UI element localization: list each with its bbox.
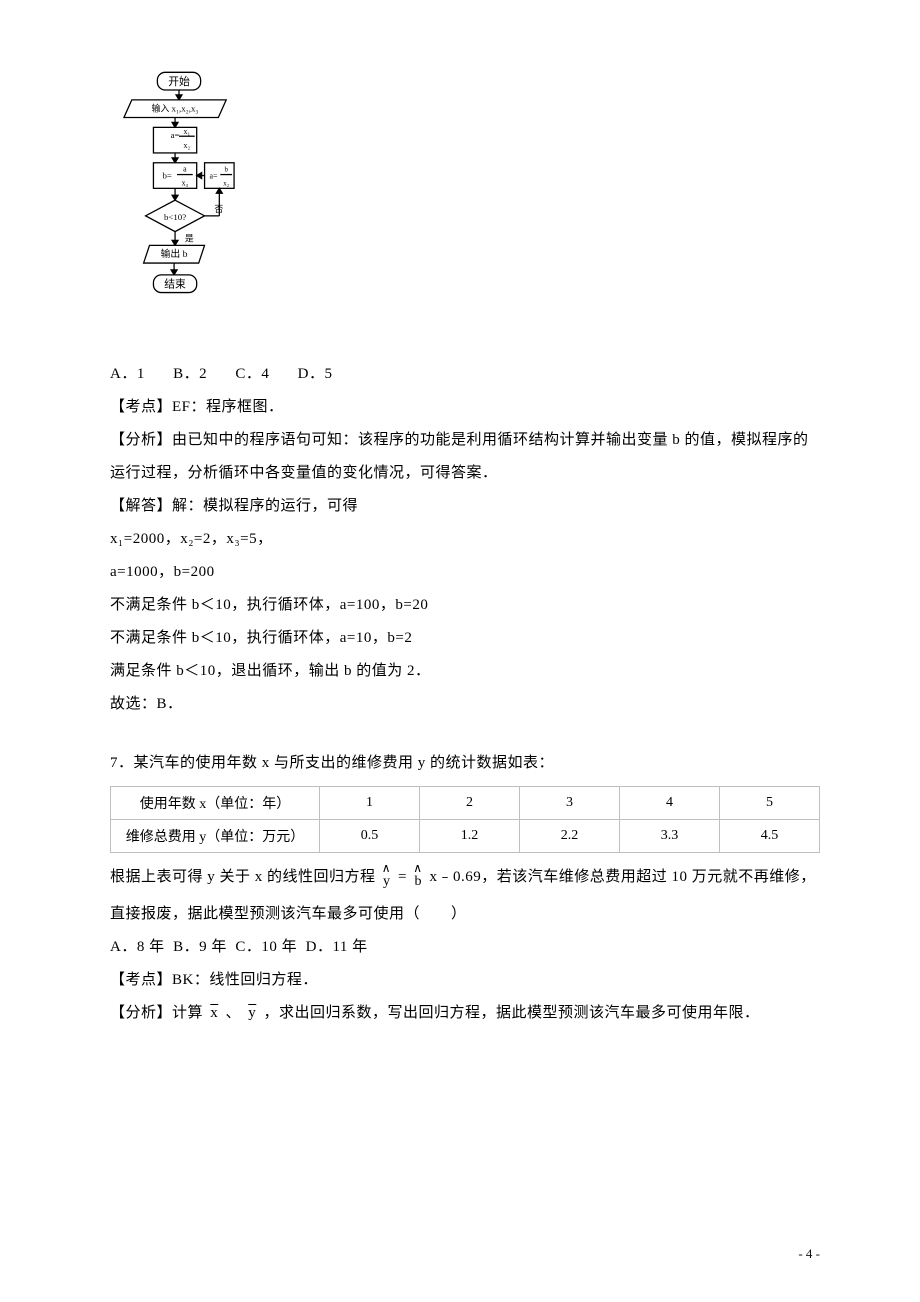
q6-step4: 不满足条件 b＜10，执行循环体，a=10，b=2 [110, 622, 820, 655]
option-b: B．2 [173, 366, 207, 382]
ybar-icon: y [245, 1005, 259, 1021]
option-d: D．5 [298, 366, 333, 382]
svg-text:x₂: x₂ [184, 141, 191, 150]
hat-b-icon: ∧b [411, 865, 425, 898]
q7-fenxi-pre: 【分析】计算 [110, 1005, 207, 1021]
q7-d4: 3.3 [620, 820, 720, 853]
q7-option-b: B．9 年 [173, 939, 227, 955]
q7-d3: 2.2 [520, 820, 620, 853]
option-c: C．4 [235, 366, 269, 382]
svg-text:x₃: x₃ [182, 178, 189, 187]
svg-text:是: 是 [185, 233, 194, 243]
q7-reg-pre: 根据上表可得 y 关于 x 的线性回归方程 [110, 869, 380, 885]
q7-d2: 1.2 [420, 820, 520, 853]
q7-h3: 3 [520, 787, 620, 820]
q6-step1: x₁=2000，x₂=2，x₃=5， [110, 523, 820, 556]
q7-option-a: A．8 年 [110, 939, 165, 955]
svg-text:a=: a= [171, 130, 180, 140]
q7-fenxi: 【分析】计算 x 、 y ，求出回归系数，写出回归方程，据此模型预测该汽车最多可… [110, 997, 820, 1030]
svg-text:输出 b: 输出 b [161, 247, 188, 260]
q7-option-c: C．10 年 [235, 939, 297, 955]
flowchart-diagram: 开始 输入 x₁,x₂,x₃ a= x₁ x₂ b= [120, 70, 238, 346]
q7-row-label: 维修总费用 y（单位：万元） [111, 820, 320, 853]
q7-options: A．8 年 B．9 年 C．10 年 D．11 年 [110, 931, 820, 964]
xbar-icon: x [207, 1005, 221, 1021]
q7-h4: 4 [620, 787, 720, 820]
q7-fenxi-post: ，求出回归系数，写出回归方程，据此模型预测该汽车最多可使用年限． [259, 1005, 759, 1021]
q6-fenxi: 【分析】由已知中的程序语句可知：该程序的功能是利用循环结构计算并输出变量 b 的… [110, 424, 820, 490]
svg-text:b<10?: b<10? [164, 212, 186, 222]
svg-text:结束: 结束 [164, 278, 186, 291]
q6-jieda-title: 【解答】解：模拟程序的运行，可得 [110, 490, 820, 523]
svg-text:b=: b= [162, 171, 171, 181]
q6-kaodian: 【考点】EF：程序框图． [110, 391, 820, 424]
svg-text:x₂: x₂ [223, 180, 229, 187]
q7-d5: 4.5 [720, 820, 820, 853]
q7-header-label: 使用年数 x（单位：年） [111, 787, 320, 820]
q6-options: A．1 B．2 C．4 D．5 [110, 358, 820, 391]
q7-stem: 7．某汽车的使用年数 x 与所支出的维修费用 y 的统计数据如表： [110, 747, 820, 780]
svg-text:否: 否 [214, 204, 223, 214]
svg-text:开始: 开始 [168, 74, 190, 88]
q7-table: 使用年数 x（单位：年） 1 2 3 4 5 维修总费用 y（单位：万元） 0.… [110, 786, 820, 853]
eq-sign: = [394, 869, 411, 885]
q7-h2: 2 [420, 787, 520, 820]
q7-d1: 0.5 [320, 820, 420, 853]
svg-text:x₁: x₁ [184, 127, 191, 136]
q7-h5: 5 [720, 787, 820, 820]
svg-text:a=: a= [209, 172, 217, 181]
q7-fenxi-mid: 、 [221, 1005, 245, 1021]
option-a: A．1 [110, 366, 145, 382]
svg-text:输入 x₁,x₂,x₃: 输入 x₁,x₂,x₃ [152, 103, 199, 114]
q7-kaodian: 【考点】BK：线性回归方程． [110, 964, 820, 997]
svg-text:b: b [224, 167, 228, 174]
svg-text:a: a [183, 165, 187, 174]
q6-step3: 不满足条件 b＜10，执行循环体，a=100，b=20 [110, 589, 820, 622]
page-number: - 4 - [798, 1246, 820, 1262]
q6-answer: 故选：B． [110, 688, 820, 721]
hat-y-icon: ∧y [380, 865, 394, 898]
q6-step2: a=1000，b=200 [110, 556, 820, 589]
q7-regression: 根据上表可得 y 关于 x 的线性回归方程 ∧y = ∧b x﹣0.69，若该汽… [110, 861, 820, 931]
q7-h1: 1 [320, 787, 420, 820]
q7-option-d: D．11 年 [306, 939, 368, 955]
q6-step5: 满足条件 b＜10，退出循环，输出 b 的值为 2． [110, 655, 820, 688]
